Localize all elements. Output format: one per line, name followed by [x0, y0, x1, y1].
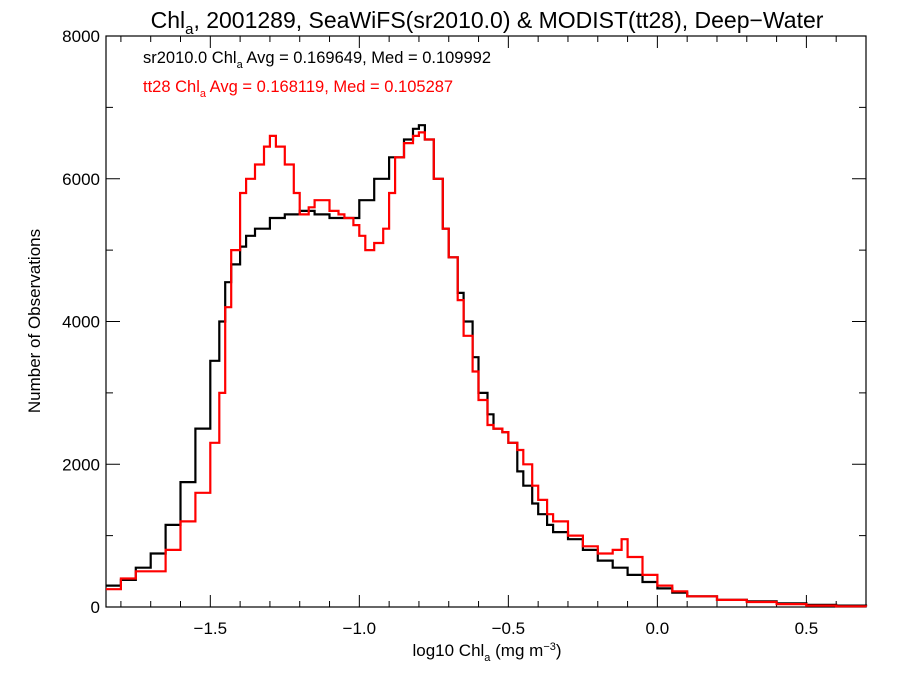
y-tick-label: 8000 [62, 27, 100, 46]
x-tick-label: −1.0 [343, 619, 377, 638]
x-tick-label: 0.5 [795, 619, 819, 638]
chart-title: Chla, 2001289, SeaWiFS(sr2010.0) & MODIS… [151, 7, 824, 38]
y-tick-label: 2000 [62, 455, 100, 474]
x-tick-label: 0.0 [646, 619, 670, 638]
x-tick-label: −1.5 [194, 619, 228, 638]
annotation-series-1: sr2010.0 Chla Avg = 0.169649, Med = 0.10… [143, 49, 491, 71]
y-tick-label: 6000 [62, 170, 100, 189]
axis-ticks: −1.5 −1.0 −0.5 0.0 0.5 0 2000 4000 6000 8000 [62, 27, 867, 638]
x-tick-label: −0.5 [492, 619, 526, 638]
y-axis-label: Number of Observations [25, 229, 44, 413]
series-layer [106, 124, 868, 608]
y-tick-label: 0 [91, 598, 100, 617]
annotation-series-2: tt28 Chla Avg = 0.168119, Med = 0.105287 [143, 78, 453, 100]
x-axis-label: log10 Chla (mg m−3) [412, 641, 561, 664]
series-line-2 [106, 131, 868, 608]
y-tick-label: 4000 [62, 313, 100, 332]
